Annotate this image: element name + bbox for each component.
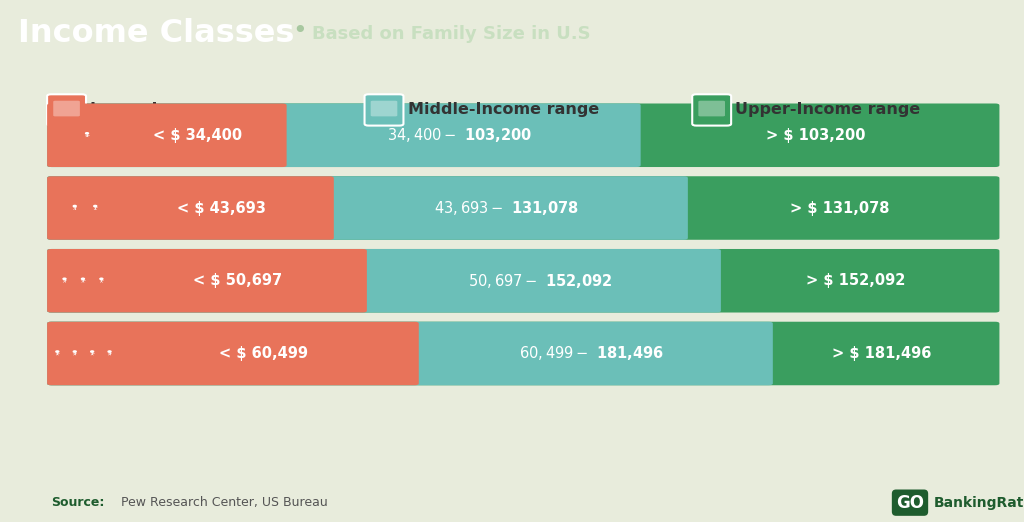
Circle shape bbox=[100, 278, 102, 279]
Circle shape bbox=[109, 351, 111, 352]
FancyBboxPatch shape bbox=[371, 101, 397, 116]
Text: > $ 152,092: > $ 152,092 bbox=[806, 273, 906, 288]
FancyBboxPatch shape bbox=[47, 103, 999, 167]
Circle shape bbox=[86, 133, 88, 134]
Text: < $ 43,693: < $ 43,693 bbox=[177, 200, 265, 216]
Text: > $ 181,496: > $ 181,496 bbox=[833, 346, 932, 361]
Text: GO: GO bbox=[896, 494, 924, 512]
Circle shape bbox=[56, 351, 58, 352]
Text: Source:: Source: bbox=[51, 496, 104, 509]
FancyBboxPatch shape bbox=[47, 249, 367, 313]
Circle shape bbox=[91, 351, 93, 352]
FancyBboxPatch shape bbox=[47, 249, 999, 313]
Text: < $ 60,499: < $ 60,499 bbox=[219, 346, 308, 361]
Text: $ 50,697 - $ 152,092: $ 50,697 - $ 152,092 bbox=[468, 272, 612, 290]
Text: Income Classes: Income Classes bbox=[18, 18, 295, 50]
Text: $34,400 - $ 103,200: $34,400 - $ 103,200 bbox=[387, 126, 532, 144]
FancyBboxPatch shape bbox=[47, 322, 419, 385]
Text: BankingRates: BankingRates bbox=[934, 496, 1024, 509]
FancyBboxPatch shape bbox=[47, 176, 999, 240]
FancyBboxPatch shape bbox=[47, 176, 334, 240]
FancyBboxPatch shape bbox=[365, 94, 403, 126]
FancyBboxPatch shape bbox=[47, 103, 287, 167]
Text: > $ 131,078: > $ 131,078 bbox=[790, 200, 889, 216]
Text: •: • bbox=[292, 19, 306, 43]
Text: Lower-Income range: Lower-Income range bbox=[90, 102, 275, 117]
Circle shape bbox=[63, 278, 66, 279]
FancyBboxPatch shape bbox=[47, 103, 641, 167]
Circle shape bbox=[94, 206, 96, 207]
Circle shape bbox=[82, 278, 84, 279]
FancyBboxPatch shape bbox=[47, 322, 773, 385]
Circle shape bbox=[74, 351, 76, 352]
Circle shape bbox=[74, 206, 76, 207]
Text: Pew Research Center, US Bureau: Pew Research Center, US Bureau bbox=[121, 496, 328, 509]
FancyBboxPatch shape bbox=[47, 176, 688, 240]
Text: Middle-Income range: Middle-Income range bbox=[408, 102, 599, 117]
FancyBboxPatch shape bbox=[47, 322, 999, 385]
Text: < $ 34,400: < $ 34,400 bbox=[153, 128, 242, 143]
FancyBboxPatch shape bbox=[698, 101, 725, 116]
Text: < $ 50,697: < $ 50,697 bbox=[194, 273, 283, 288]
Text: $43,693 - $ 131,078: $43,693 - $ 131,078 bbox=[434, 199, 580, 217]
Text: Based on Family Size in U.S: Based on Family Size in U.S bbox=[312, 25, 591, 43]
Text: $ 60,499 - $ 181,496: $ 60,499 - $ 181,496 bbox=[519, 345, 665, 362]
Text: Upper-Income range: Upper-Income range bbox=[735, 102, 921, 117]
FancyBboxPatch shape bbox=[47, 249, 721, 313]
FancyBboxPatch shape bbox=[53, 101, 80, 116]
FancyBboxPatch shape bbox=[47, 94, 86, 126]
FancyBboxPatch shape bbox=[692, 94, 731, 126]
Text: > $ 103,200: > $ 103,200 bbox=[766, 128, 865, 143]
